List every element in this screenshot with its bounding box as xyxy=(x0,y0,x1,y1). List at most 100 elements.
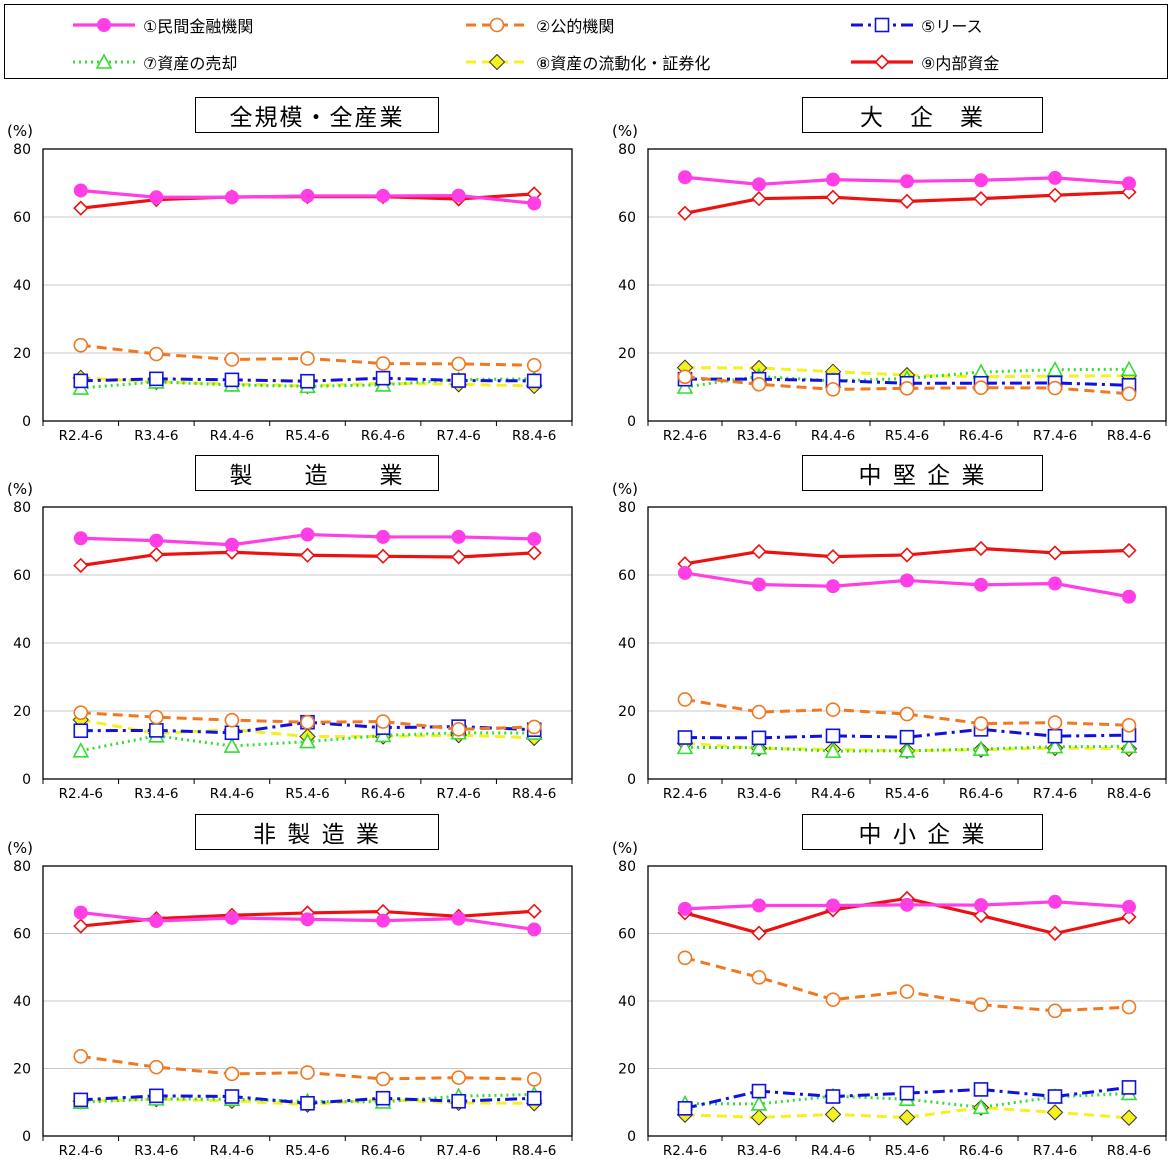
data-point-s9 xyxy=(299,547,316,563)
y-tick-label: 60 xyxy=(13,210,31,226)
data-point-s7 xyxy=(972,740,990,756)
data-point-s5 xyxy=(1121,1080,1137,1095)
data-point-s5 xyxy=(899,1085,915,1101)
data-point-s5 xyxy=(751,1083,767,1099)
data-point-s2 xyxy=(375,1071,391,1087)
y-tick-label: 60 xyxy=(618,927,636,943)
series-s5 xyxy=(677,722,1137,746)
data-point-s2 xyxy=(451,1070,466,1085)
data-point-s7 xyxy=(898,742,916,758)
y-tick-label: 0 xyxy=(22,1129,31,1145)
x-tick-label: R6.4-6 xyxy=(361,786,405,802)
unit-label: (%) xyxy=(612,839,638,857)
x-tick-label: R3.4-6 xyxy=(737,428,781,444)
series-s1 xyxy=(678,170,1136,192)
y-tick-label: 80 xyxy=(13,859,31,875)
x-tick-label: R8.4-6 xyxy=(1107,428,1151,444)
data-point-s8 xyxy=(824,1106,842,1123)
y-tick-label: 60 xyxy=(618,210,636,226)
x-tick-label: R3.4-6 xyxy=(134,1143,178,1159)
data-point-s9 xyxy=(1047,187,1063,203)
legend-marker-s9 xyxy=(874,54,890,70)
legend-swatch-s2 xyxy=(466,17,528,33)
plot-area xyxy=(42,506,573,780)
data-point-s1 xyxy=(678,901,692,916)
series-s1 xyxy=(73,905,542,937)
data-point-s2 xyxy=(1121,717,1137,733)
x-tick-label: R6.4-6 xyxy=(959,786,1003,802)
data-point-s5 xyxy=(300,373,315,389)
legend-item-s8: ⑧資産の流動化・証券化 xyxy=(464,50,710,74)
data-point-s2 xyxy=(224,1066,240,1082)
y-tick-label: 80 xyxy=(13,500,31,516)
x-tick-label: R7.4-6 xyxy=(436,428,480,444)
data-point-s2 xyxy=(149,1059,164,1075)
y-tick-label: 40 xyxy=(618,994,636,1010)
y-tick-label: 80 xyxy=(618,142,636,158)
data-point-s5 xyxy=(73,723,89,739)
data-point-s5 xyxy=(451,373,466,388)
data-point-s1 xyxy=(224,537,239,552)
data-point-s2 xyxy=(1047,715,1063,730)
series-s5 xyxy=(73,1088,542,1111)
y-tick-label: 0 xyxy=(22,414,31,430)
legend-label-s2: ②公的機関 xyxy=(536,17,615,36)
legend-marker-s2 xyxy=(489,17,505,33)
data-point-s1 xyxy=(73,183,88,198)
series-s2 xyxy=(73,337,542,373)
chart-manufacturing: 0 20 40 60 80 R2.4-6 R3.4-6 R4.4-6 R5.4-6 R6.4-6 R… xyxy=(13,500,573,802)
data-point-s2 xyxy=(300,1065,315,1080)
series-s5 xyxy=(73,370,542,389)
x-tick-label: R7.4-6 xyxy=(436,1143,480,1159)
x-tick-label: R2.4-6 xyxy=(59,1143,103,1159)
data-point-s1 xyxy=(527,531,542,546)
legend-marker-s1 xyxy=(97,18,111,32)
legend-label-s8: ⑧資産の流動化・証券化 xyxy=(536,54,711,73)
data-point-s2 xyxy=(751,704,767,720)
y-tick-label: 40 xyxy=(13,278,31,294)
data-point-s1 xyxy=(900,573,914,588)
data-point-s9 xyxy=(825,549,841,565)
data-point-s5 xyxy=(224,725,240,741)
x-tick-label: R5.4-6 xyxy=(885,1143,929,1159)
data-point-s1 xyxy=(1048,170,1062,185)
series-s2 xyxy=(677,692,1137,733)
legend-swatch-s5 xyxy=(851,17,913,33)
data-point-s2 xyxy=(1047,1003,1063,1019)
data-point-s2 xyxy=(973,380,989,395)
data-point-s1 xyxy=(451,911,466,926)
data-point-s1 xyxy=(826,579,840,594)
data-point-s2 xyxy=(73,1049,89,1064)
data-point-s1 xyxy=(752,577,766,592)
data-point-s9 xyxy=(973,540,989,557)
data-point-s2 xyxy=(451,722,466,737)
data-point-s7 xyxy=(1046,738,1064,754)
data-point-s7 xyxy=(824,742,842,758)
y-tick-label: 40 xyxy=(13,994,31,1010)
legend-item-s7: ⑦資産の売却 xyxy=(71,50,237,74)
data-point-s1 xyxy=(376,913,391,928)
y-tick-label: 40 xyxy=(618,636,636,652)
data-point-s1 xyxy=(527,922,542,937)
data-point-s9 xyxy=(375,548,391,564)
series-s2 xyxy=(677,369,1137,402)
data-point-s1 xyxy=(974,577,988,592)
data-point-s2 xyxy=(751,376,767,392)
panel-title-large: 大 企 業 xyxy=(802,97,1043,133)
legend-swatch-s8 xyxy=(466,53,528,71)
data-point-s5 xyxy=(224,372,240,388)
data-point-s5 xyxy=(526,373,542,389)
data-point-s7 xyxy=(1120,737,1138,754)
data-point-s2 xyxy=(73,705,89,720)
data-point-s8 xyxy=(1046,1104,1064,1121)
panel-title-manufacturing: 製 造 業 xyxy=(195,455,439,491)
legend-item-s5: ⑤リース xyxy=(849,13,983,37)
data-point-s1 xyxy=(300,188,315,203)
x-tick-label: R3.4-6 xyxy=(134,786,178,802)
legend-marker-s5 xyxy=(874,17,890,33)
y-tick-label: 0 xyxy=(627,772,636,788)
data-point-s2 xyxy=(149,709,164,725)
x-tick-label: R6.4-6 xyxy=(361,428,405,444)
data-point-s2 xyxy=(375,356,391,371)
data-point-s9 xyxy=(825,189,841,205)
